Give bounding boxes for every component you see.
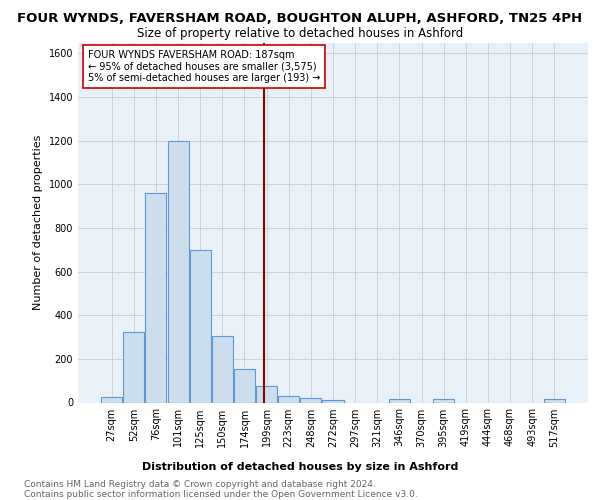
Bar — [212, 336, 233, 402]
Bar — [322, 400, 344, 402]
Y-axis label: Number of detached properties: Number of detached properties — [33, 135, 43, 310]
Bar — [145, 193, 166, 402]
Bar — [433, 399, 454, 402]
Text: Size of property relative to detached houses in Ashford: Size of property relative to detached ho… — [137, 28, 463, 40]
Bar — [101, 397, 122, 402]
Bar — [544, 399, 565, 402]
Bar — [301, 398, 322, 402]
Text: Contains HM Land Registry data © Crown copyright and database right 2024.: Contains HM Land Registry data © Crown c… — [24, 480, 376, 489]
Bar — [167, 140, 188, 402]
Bar — [190, 250, 211, 402]
Bar — [234, 368, 255, 402]
Bar — [278, 396, 299, 402]
Text: FOUR WYNDS, FAVERSHAM ROAD, BOUGHTON ALUPH, ASHFORD, TN25 4PH: FOUR WYNDS, FAVERSHAM ROAD, BOUGHTON ALU… — [17, 12, 583, 26]
Text: Contains public sector information licensed under the Open Government Licence v3: Contains public sector information licen… — [24, 490, 418, 499]
Text: Distribution of detached houses by size in Ashford: Distribution of detached houses by size … — [142, 462, 458, 472]
Bar — [389, 399, 410, 402]
Bar — [124, 332, 145, 402]
Bar — [256, 386, 277, 402]
Text: FOUR WYNDS FAVERSHAM ROAD: 187sqm
← 95% of detached houses are smaller (3,575)
5: FOUR WYNDS FAVERSHAM ROAD: 187sqm ← 95% … — [88, 50, 320, 83]
